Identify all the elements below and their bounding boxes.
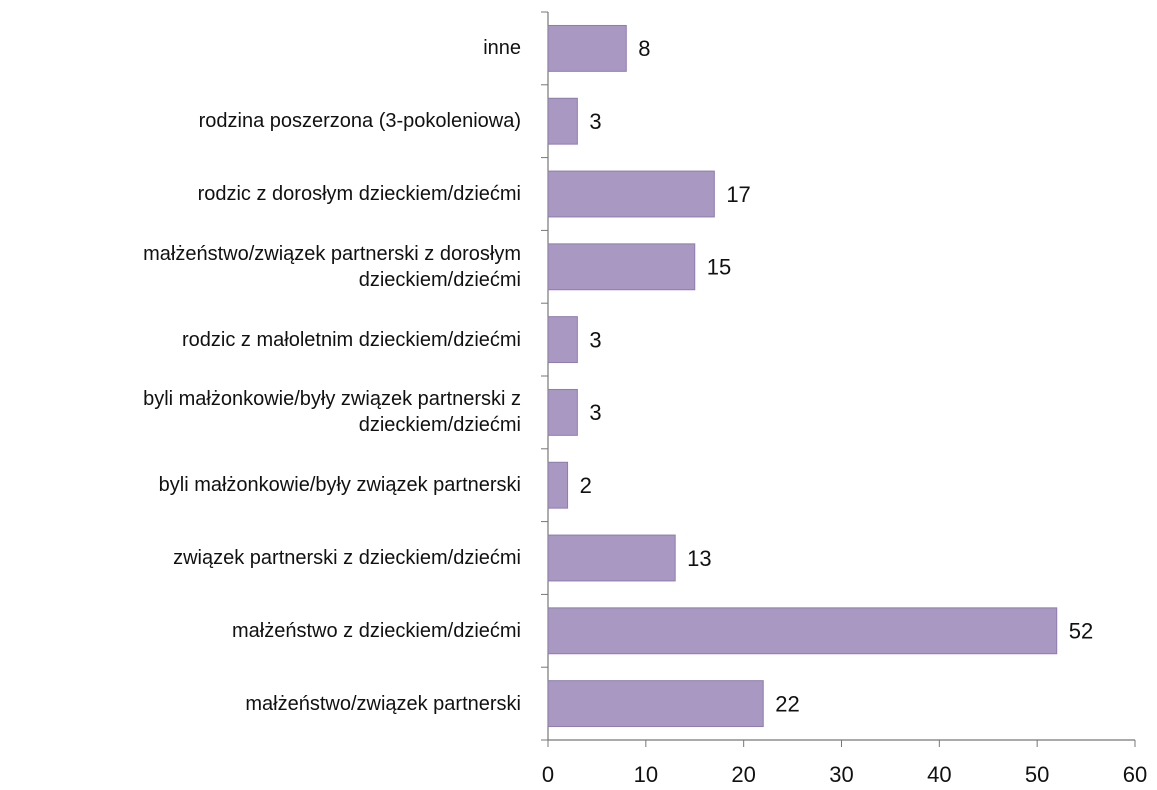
- bar: [547, 170, 715, 218]
- x-tick-label: 0: [542, 762, 554, 787]
- bar: [547, 24, 627, 72]
- bar: [547, 680, 764, 728]
- category-label: rodzic z małoletnim dzieckiem/dziećmi: [182, 328, 521, 351]
- category-label: byli małżonkowie/były związek partnerski…: [143, 388, 521, 437]
- category-label: związek partnerski z dzieckiem/dziećmi: [173, 547, 521, 569]
- category-label: małżeństwo/związek partnerski: [245, 692, 521, 715]
- x-tick-label: 50: [1025, 762, 1049, 787]
- bar: [547, 97, 578, 145]
- category-label: rodzina poszerzona (3-pokoleniowa): [198, 110, 521, 133]
- bar: [547, 607, 1058, 655]
- value-label: 13: [687, 546, 711, 571]
- category-label: inne: [483, 37, 521, 60]
- value-label: 3: [589, 327, 601, 352]
- bar: [547, 534, 676, 582]
- category-label: małżeństwo z dzieckiem/dziećmi: [232, 619, 521, 642]
- value-label: 3: [589, 400, 601, 425]
- value-label: 15: [707, 255, 731, 280]
- category-label: małżeństwo/związek partnerski z dorosłym…: [143, 242, 521, 291]
- x-tick-label: 20: [731, 762, 755, 787]
- x-tick-label: 60: [1123, 762, 1147, 787]
- bar: [547, 243, 696, 291]
- x-tick-label: 10: [634, 762, 658, 787]
- value-label: 17: [726, 182, 750, 207]
- value-label: 22: [775, 691, 799, 716]
- value-label: 2: [580, 473, 592, 498]
- value-label: 52: [1069, 619, 1093, 644]
- x-tick-label: 30: [829, 762, 853, 787]
- category-label: byli małżonkowie/były związek partnerski: [158, 474, 521, 497]
- bar: [547, 316, 578, 364]
- bar: [547, 388, 578, 436]
- value-label: 3: [589, 109, 601, 134]
- x-tick-label: 40: [927, 762, 951, 787]
- bar: [547, 461, 569, 509]
- category-label: rodzic z dorosłym dzieckiem/dziećmi: [197, 183, 521, 205]
- value-label: 8: [638, 36, 650, 61]
